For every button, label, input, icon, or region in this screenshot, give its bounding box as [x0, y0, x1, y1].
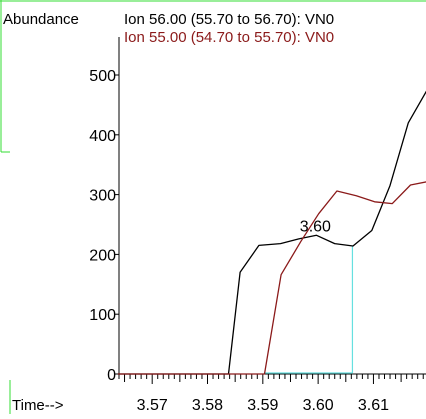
x-axis-minor-ticks — [118, 374, 424, 382]
x-axis-ticks: 3.57 3.58 3.59 3.60 3.61 — [137, 374, 389, 414]
x-tick-label: 3.60 — [303, 397, 334, 414]
legend-entry-2: Ion 55.00 (54.70 to 55.70): VN0 — [124, 29, 334, 46]
series-lines — [117, 90, 426, 375]
y-tick-label: 500 — [89, 68, 116, 85]
x-tick-label: 3.61 — [358, 397, 389, 414]
series-line-1 — [117, 90, 426, 375]
peak-retention-label: 3.60 — [300, 219, 331, 236]
y-tick-label: 100 — [89, 307, 116, 324]
y-axis-ticks: 0 100 200 300 400 500 — [89, 68, 119, 384]
y-axis-label: Abundance — [3, 11, 79, 28]
legend-entry-1: Ion 56.00 (55.70 to 56.70): VN0 — [124, 11, 334, 28]
annotations: 3.60 — [300, 219, 331, 236]
y-tick-label: 400 — [89, 128, 116, 145]
y-tick-label: 300 — [89, 188, 116, 205]
x-tick-label: 3.59 — [247, 397, 278, 414]
y-tick-label: 0 — [107, 367, 116, 384]
x-axis-label: Time--> — [12, 397, 64, 414]
integration-marker — [263, 246, 354, 374]
x-tick-label: 3.58 — [192, 397, 223, 414]
y-tick-label: 200 — [89, 247, 116, 264]
series-line-2 — [117, 181, 426, 375]
x-tick-label: 3.57 — [137, 397, 168, 414]
